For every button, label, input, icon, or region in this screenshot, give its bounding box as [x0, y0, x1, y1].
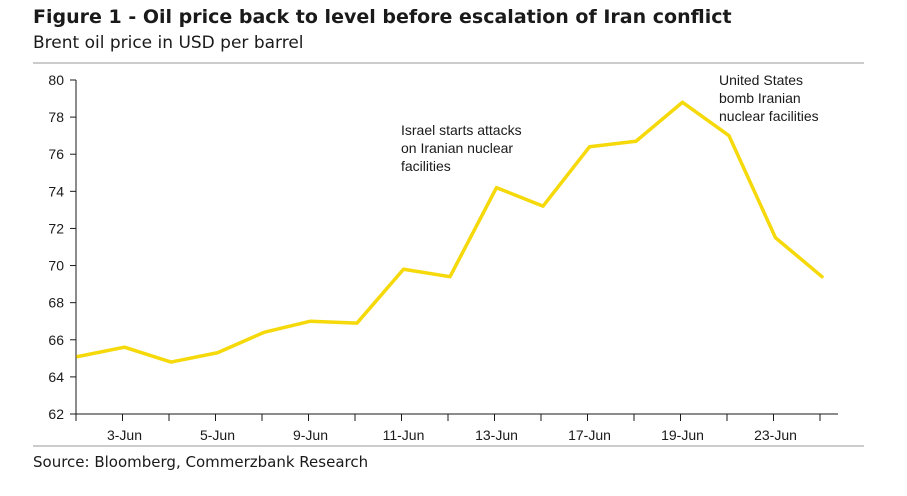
annotation-line: facilities — [401, 158, 451, 174]
x-tick-label: 9-Jun — [293, 427, 328, 443]
y-axis: 62 64 66 68 70 72 74 76 78 80 — [48, 72, 77, 422]
annotations-layer: Israel starts attacks on Iranian nuclear f… — [401, 72, 819, 174]
chart-title: Figure 1 - Oil price back to level befor… — [33, 6, 732, 28]
source-note: Source: Bloomberg, Commerzbank Research — [33, 453, 369, 471]
annotation: United States bomb Iranian nuclear facilit… — [719, 72, 819, 124]
y-tick-label: 70 — [48, 258, 64, 274]
chart-subtitle: Brent oil price in USD per barrel — [33, 33, 304, 53]
y-tick-label: 62 — [48, 406, 64, 422]
x-tick-label: 17-Jun — [568, 427, 611, 443]
annotation-line: United States — [719, 72, 803, 88]
y-tick-label: 64 — [48, 369, 64, 385]
annotation: Israel starts attacks on Iranian nuclear f… — [401, 122, 522, 174]
series-layer — [76, 100, 824, 364]
annotation-line: on Iranian nuclear — [401, 140, 513, 156]
x-tick-label: 13-Jun — [475, 427, 518, 443]
x-axis: 3-Jun 5-Jun 9-Jun 11-Jun 13-Jun 17-Jun 19-Jun 2… — [75, 413, 838, 443]
y-tick-label: 66 — [48, 332, 64, 348]
series-line — [76, 100, 824, 364]
y-tick-label: 76 — [48, 146, 64, 162]
annotation-line: Israel starts attacks — [401, 122, 522, 138]
y-tick-label: 80 — [48, 72, 64, 88]
y-tick-label: 72 — [48, 220, 64, 236]
x-tick-label: 3-Jun — [107, 427, 142, 443]
x-tick-label: 23-Jun — [754, 427, 797, 443]
annotation-line: bomb Iranian — [719, 90, 801, 106]
x-tick-label: 11-Jun — [383, 427, 425, 443]
x-tick-label: 19-Jun — [661, 427, 704, 443]
y-tick-label: 74 — [48, 183, 64, 199]
y-tick-label: 68 — [48, 295, 64, 311]
y-tick-label: 78 — [48, 109, 64, 125]
x-tick-label: 5-Jun — [200, 427, 235, 443]
annotation-line: nuclear facilities — [719, 108, 819, 124]
